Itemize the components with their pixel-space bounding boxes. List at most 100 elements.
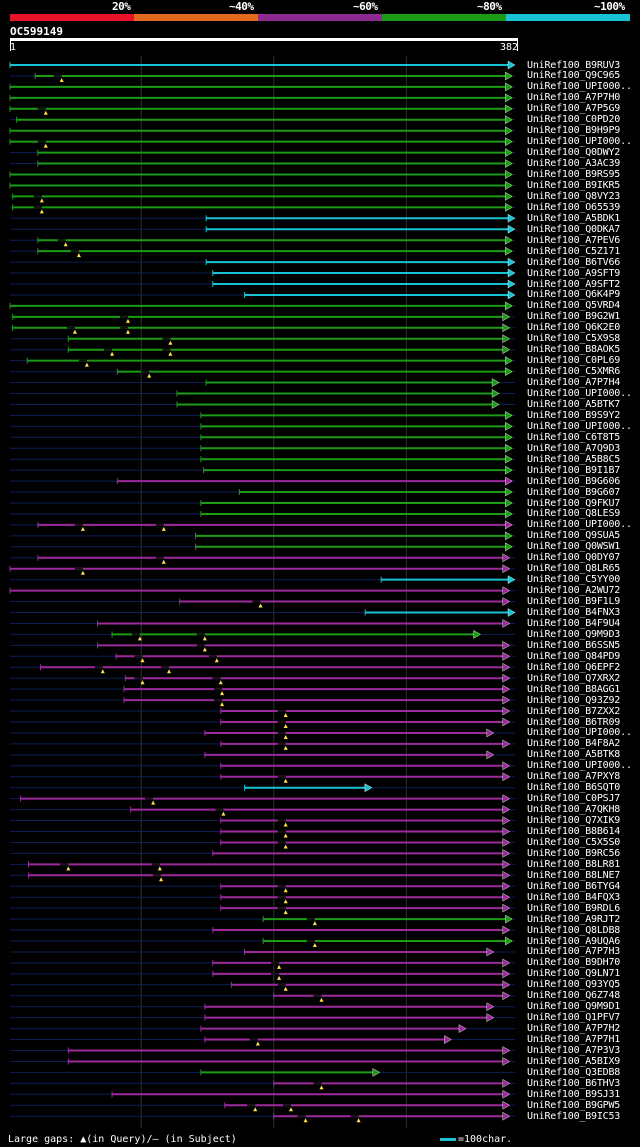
hit-label[interactable]: UniRef100_A9SFT9 [527, 267, 621, 279]
hit-label[interactable]: UniRef100_B9IC53 [527, 1110, 621, 1122]
hit-track[interactable] [10, 115, 515, 125]
hit-track[interactable] [10, 71, 515, 82]
hit-track[interactable] [10, 224, 516, 234]
hit-label[interactable]: UniRef100_A7P7H0 [527, 92, 621, 104]
hit-track[interactable] [10, 991, 515, 1002]
hit-track[interactable] [10, 969, 515, 980]
hit-label[interactable]: UniRef100_A7Q9D3 [527, 442, 621, 454]
hit-label[interactable]: UniRef100_A7P3V3 [527, 1045, 621, 1056]
hit-track[interactable] [10, 925, 515, 935]
hit-track[interactable] [10, 345, 515, 356]
hit-label[interactable]: UniRef100_B8LNE7 [527, 869, 621, 881]
hit-track[interactable] [10, 794, 515, 805]
hit-track[interactable] [10, 268, 516, 278]
hit-track[interactable] [10, 1111, 515, 1123]
hit-label[interactable]: UniRef100_B6TR09 [527, 716, 621, 728]
hit-label[interactable]: UniRef100_B4FNX3 [527, 607, 621, 618]
hit-track[interactable] [10, 422, 515, 431]
hit-track[interactable] [10, 1046, 515, 1055]
hit-track[interactable] [10, 531, 515, 541]
hit-label[interactable]: UniRef100_B9IKR5 [527, 179, 621, 191]
hit-label[interactable]: UniRef100_B8B614 [527, 826, 621, 837]
hit-track[interactable] [10, 816, 515, 827]
hit-track[interactable] [9, 104, 515, 115]
hit-track[interactable] [10, 148, 515, 157]
hit-track[interactable] [10, 641, 515, 652]
hit-label[interactable]: UniRef100_Q8LR65 [527, 563, 621, 575]
hit-label[interactable]: UniRef100_B9F1L9 [527, 596, 621, 608]
hit-track[interactable] [10, 1035, 515, 1046]
hit-label[interactable]: UniRef100_A5BTK7 [527, 398, 621, 410]
hit-track[interactable] [10, 662, 515, 674]
hit-track[interactable] [10, 575, 516, 584]
hit-label[interactable]: UniRef100_A9UQA6 [527, 935, 621, 947]
hit-label[interactable]: UniRef100_A7PXY8 [527, 771, 621, 783]
hit-track[interactable] [10, 892, 515, 904]
hit-label[interactable]: UniRef100_C5X9S8 [527, 333, 621, 345]
hit-label[interactable]: UniRef100_C0PSJ7 [527, 793, 621, 805]
hit-track[interactable] [10, 400, 515, 409]
hit-label[interactable]: UniRef100_A7P7H2 [527, 1023, 621, 1035]
hit-track[interactable] [10, 860, 515, 871]
hit-label[interactable]: UniRef100_B6SSN5 [527, 639, 621, 651]
hit-track[interactable] [9, 82, 515, 92]
hit-label[interactable]: UniRef100_C0PL69 [527, 355, 621, 367]
hit-track[interactable] [10, 257, 516, 267]
hit-label[interactable]: UniRef100_Q93YQ5 [527, 979, 621, 991]
hit-label[interactable]: UniRef100_C5YY00 [527, 574, 621, 586]
hit-track[interactable] [9, 586, 515, 595]
hit-label[interactable]: UniRef100_B7ZXX2 [527, 705, 621, 717]
hit-label[interactable]: UniRef100_Q6K4P9 [527, 289, 621, 301]
hit-label[interactable]: UniRef100_B9SJ31 [527, 1088, 621, 1100]
hit-track[interactable] [10, 849, 515, 858]
hit-label[interactable]: UniRef100_A7P7H1 [527, 1034, 621, 1046]
hit-label[interactable]: UniRef100_O65539 [527, 201, 621, 213]
hit-track[interactable] [10, 476, 515, 486]
hit-label[interactable]: UniRef100_Q9FKU7 [527, 497, 621, 509]
hit-track[interactable] [10, 881, 515, 893]
hit-label[interactable]: UniRef100_B6THV3 [527, 1077, 621, 1089]
hit-track[interactable] [10, 246, 515, 258]
hit-label[interactable]: UniRef100_B9S9Y2 [527, 409, 621, 421]
hit-track[interactable] [10, 838, 515, 849]
hit-track[interactable] [10, 542, 515, 552]
hit-track[interactable] [10, 750, 515, 760]
hit-label[interactable]: UniRef100_A7PEV6 [527, 234, 621, 246]
hit-label[interactable]: UniRef100_B4F9U4 [527, 617, 621, 629]
hit-track[interactable] [10, 673, 515, 685]
hit-label[interactable]: UniRef100_B8AGG1 [527, 683, 621, 695]
hit-label[interactable]: UniRef100_B9G2W1 [527, 311, 621, 323]
hit-track[interactable] [10, 783, 515, 793]
hit-track[interactable] [10, 553, 515, 564]
hit-track[interactable] [10, 1013, 515, 1022]
hit-label[interactable]: UniRef100_Q9M9D1 [527, 1001, 621, 1013]
hit-label[interactable]: UniRef100_Q6Z748 [527, 990, 621, 1002]
hit-label[interactable]: UniRef100_Q9LN71 [527, 968, 621, 980]
hit-track[interactable] [10, 958, 515, 969]
hit-track[interactable] [10, 717, 515, 728]
hit-label[interactable]: UniRef100_A5B8C5 [527, 453, 621, 465]
hit-label[interactable]: UniRef100_B4FQX3 [527, 891, 621, 903]
hit-label[interactable]: UniRef100_Q8LDB8 [527, 924, 621, 936]
hit-track[interactable] [10, 947, 515, 957]
hit-track[interactable] [10, 367, 515, 378]
hit-label[interactable]: UniRef100_B9I1B7 [527, 464, 621, 476]
hit-track[interactable] [10, 914, 515, 926]
hit-label[interactable]: UniRef100_B4F8A2 [527, 738, 621, 750]
hit-label[interactable]: UniRef100_A5BDK1 [527, 212, 621, 224]
hit-label[interactable]: UniRef100_Q7XRX2 [527, 672, 621, 684]
hit-track[interactable] [10, 1079, 515, 1090]
hit-label[interactable]: UniRef100_B9G606 [527, 475, 621, 487]
hit-label[interactable]: UniRef100_Q8VY23 [527, 190, 621, 202]
hit-track[interactable] [10, 1024, 515, 1033]
hit-track[interactable] [10, 203, 515, 214]
hit-track[interactable] [10, 597, 515, 608]
hit-track[interactable] [10, 192, 515, 203]
hit-label[interactable]: UniRef100_A7QKH8 [527, 804, 621, 816]
hit-track[interactable] [10, 378, 515, 387]
hit-track[interactable] [10, 1100, 515, 1112]
hit-label[interactable]: UniRef100_C5X5S0 [527, 836, 621, 848]
hit-track[interactable] [9, 126, 515, 136]
hit-track[interactable] [10, 1002, 515, 1012]
hit-track[interactable] [10, 630, 515, 641]
